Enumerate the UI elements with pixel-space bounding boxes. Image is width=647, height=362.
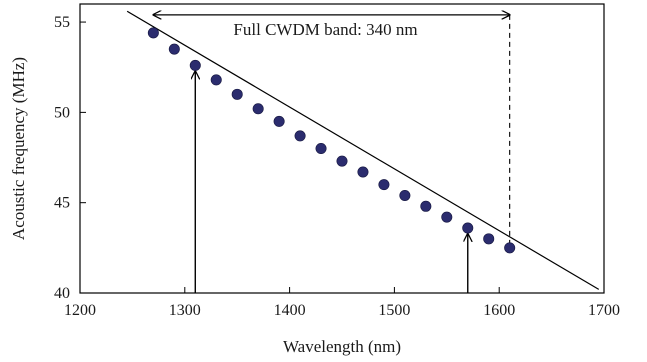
y-tick-label: 50 bbox=[54, 104, 70, 121]
plot-area-border bbox=[79, 3, 605, 294]
x-tick-label: 1700 bbox=[588, 302, 620, 319]
plot-frame bbox=[79, 3, 605, 294]
x-tick-label: 1200 bbox=[64, 302, 96, 319]
x-tick-label: 1400 bbox=[274, 302, 306, 319]
data-point bbox=[231, 88, 243, 100]
data-point bbox=[420, 200, 432, 212]
fit-line bbox=[126, 10, 600, 290]
y-tick-label: 40 bbox=[54, 285, 70, 302]
data-point bbox=[483, 233, 495, 245]
x-tick-label: 1600 bbox=[483, 302, 515, 319]
y-axis-label: Acoustic frequency (MHz) bbox=[9, 57, 28, 240]
data-point bbox=[462, 222, 474, 234]
data-points-layer bbox=[147, 27, 516, 254]
annotation-layer bbox=[153, 15, 509, 293]
x-axis-ticks: 1200 1300 1400 1500 1600 1700 bbox=[64, 287, 620, 319]
fit-line-layer bbox=[126, 10, 600, 290]
band-label: Full CWDM band: 340 nm bbox=[233, 20, 417, 39]
data-point bbox=[189, 59, 201, 71]
data-point bbox=[357, 166, 369, 178]
data-point bbox=[399, 189, 411, 201]
y-tick-label: 45 bbox=[54, 195, 70, 212]
data-point bbox=[273, 115, 285, 127]
data-point bbox=[294, 130, 306, 142]
x-tick-label: 1300 bbox=[169, 302, 201, 319]
x-axis-label: Wavelength (nm) bbox=[283, 337, 401, 356]
data-point bbox=[378, 179, 390, 191]
data-point bbox=[147, 27, 159, 39]
x-tick-label: 1500 bbox=[378, 302, 410, 319]
data-point bbox=[315, 143, 327, 155]
data-point bbox=[504, 242, 516, 254]
data-point bbox=[210, 74, 222, 86]
data-point bbox=[168, 43, 180, 55]
data-point bbox=[252, 103, 264, 115]
y-axis-ticks: 40 45 50 55 bbox=[54, 14, 86, 302]
y-tick-label: 55 bbox=[54, 14, 70, 31]
data-point bbox=[441, 211, 453, 223]
data-point bbox=[336, 155, 348, 167]
